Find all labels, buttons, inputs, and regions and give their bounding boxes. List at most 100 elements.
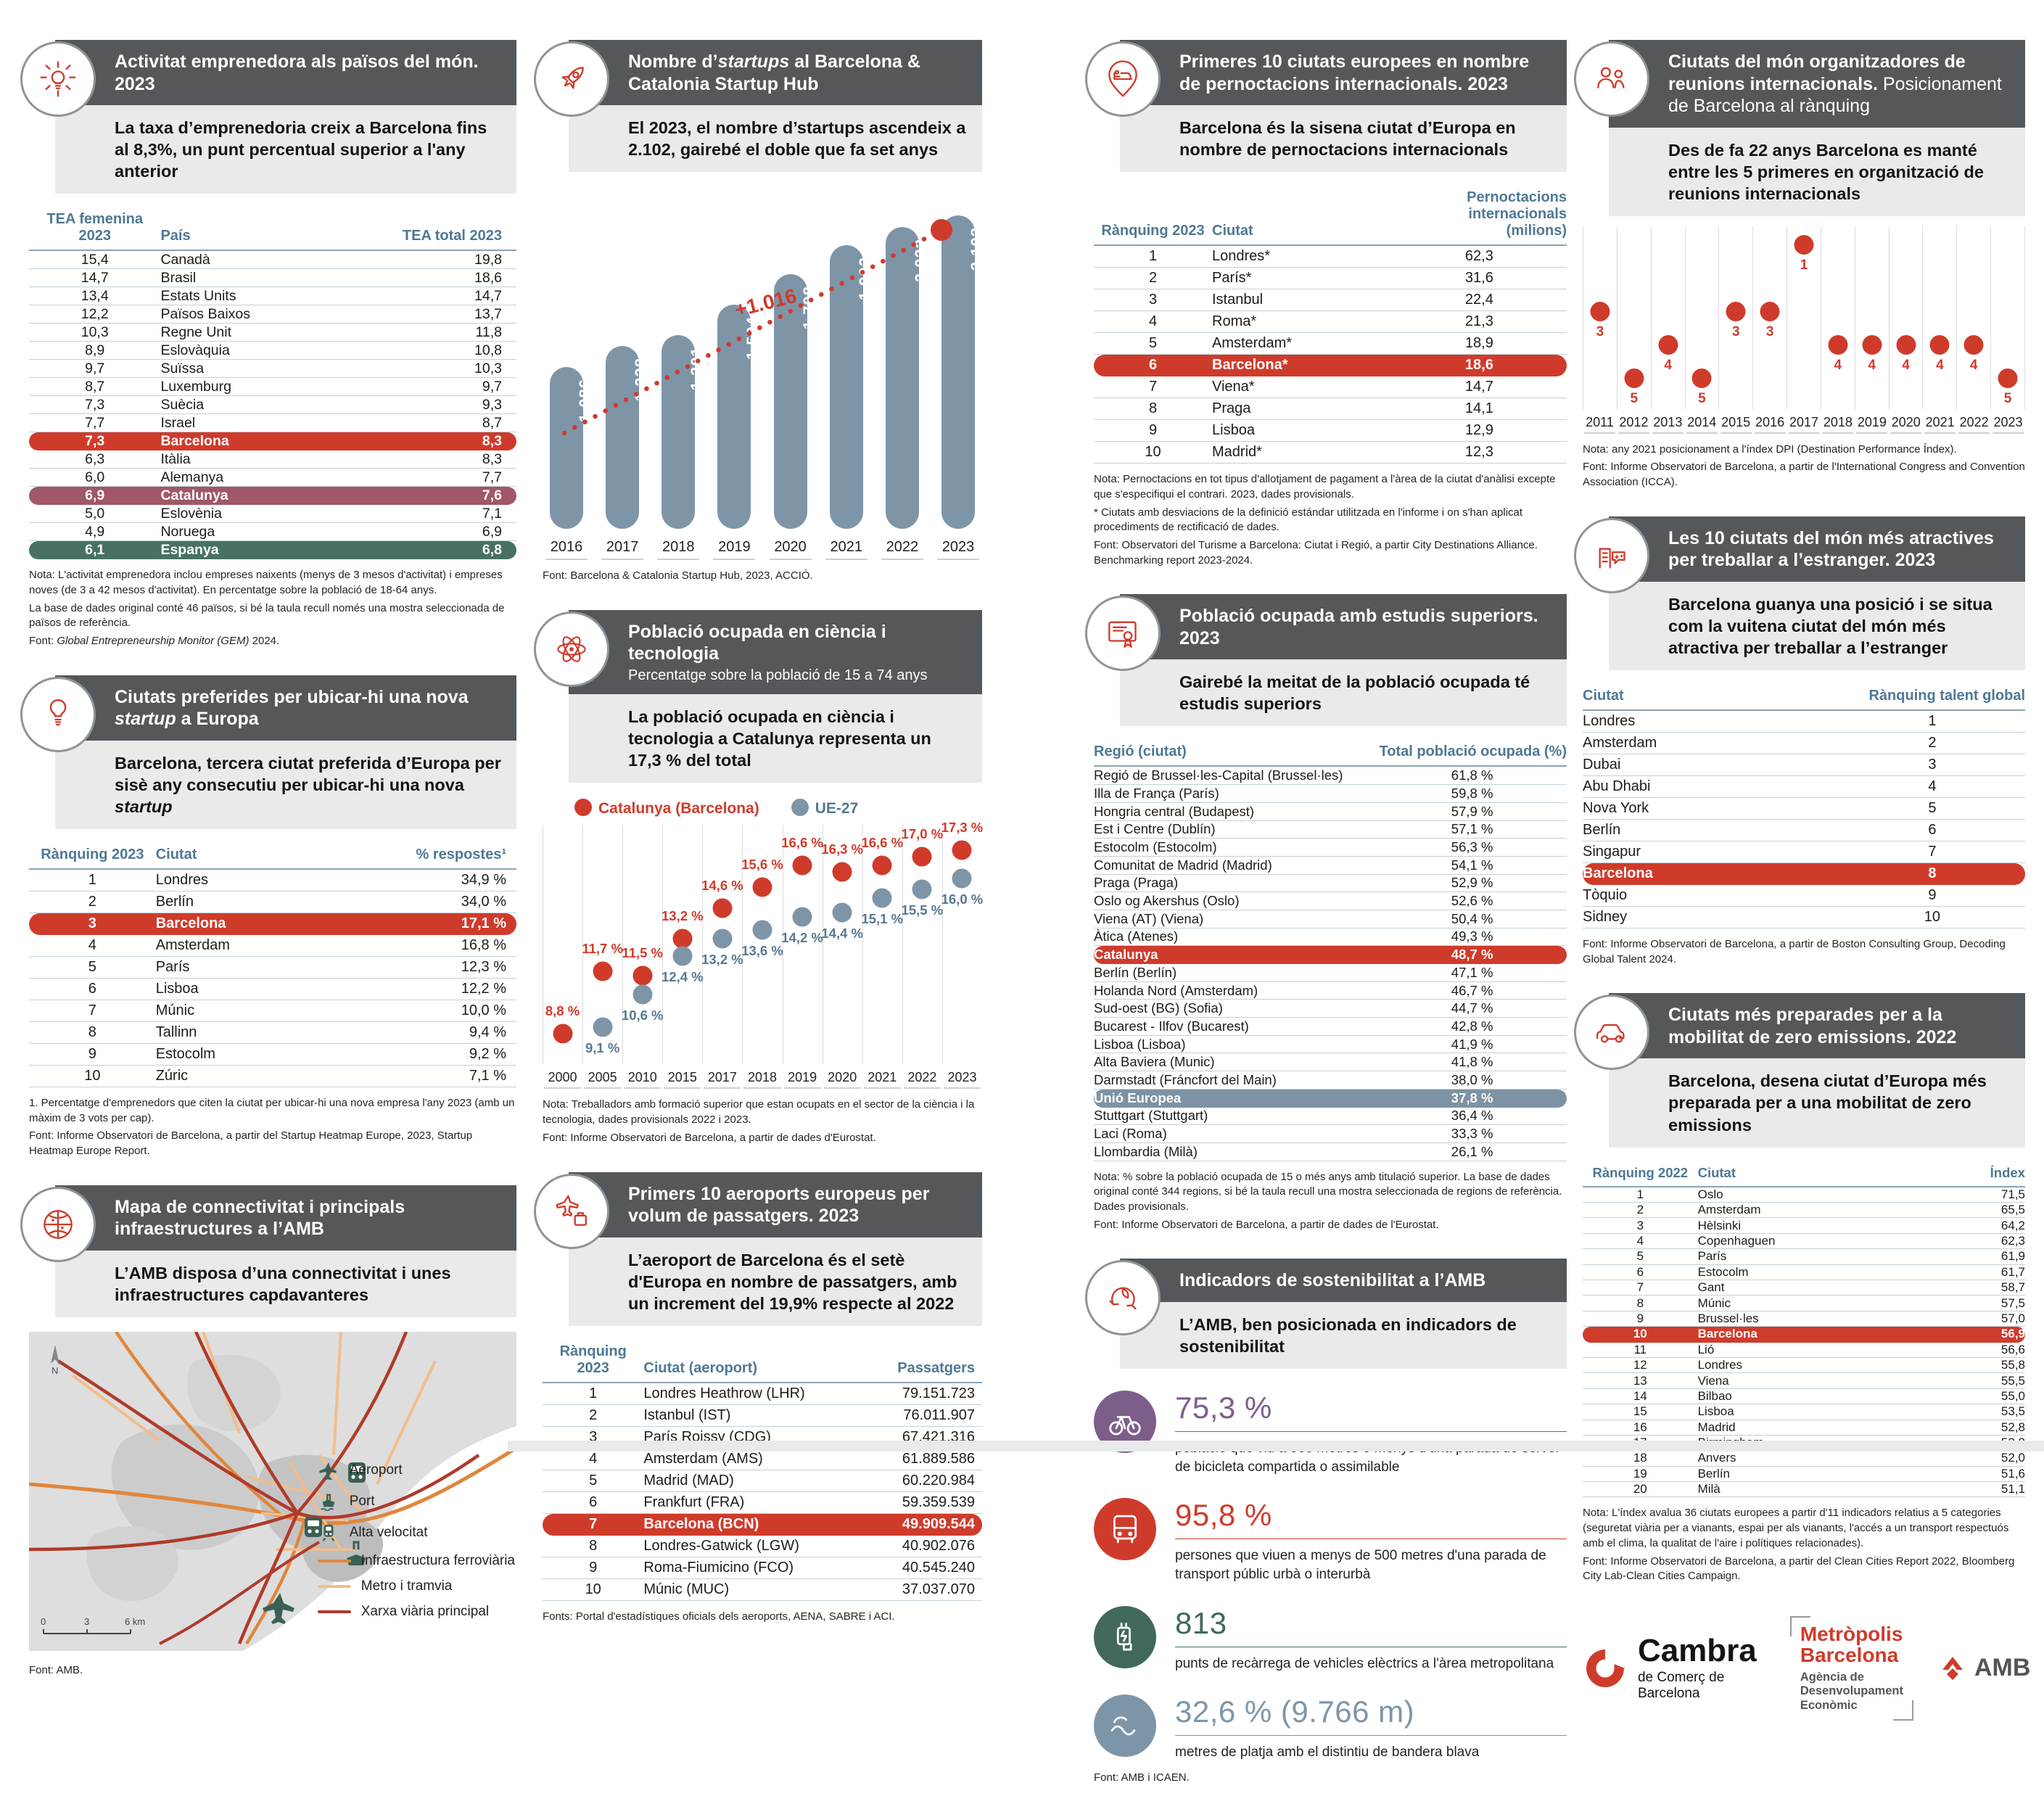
source-note: Font: Global Entrepreneurship Monitor (G… — [29, 634, 280, 647]
table-cell: 55,0 — [2000, 1388, 2025, 1403]
table-cell: Berlín — [1697, 1466, 1731, 1481]
table-row: Catalunya 48,7 % — [1094, 946, 1567, 964]
table-row: 9 Roma-Fiumicino (FCO) 40.545.240 — [543, 1557, 982, 1579]
panel-reunions: Ciutats del món organitzadores de reunio… — [1574, 40, 2025, 490]
x-tick-label: 2016 — [1754, 415, 1786, 434]
table-cell: Viena* — [1212, 379, 1255, 395]
table-row: 4 Copenhaguen 62,3 — [1583, 1234, 2025, 1250]
table-cell: Alta Baviera (Munic) — [1094, 1054, 1215, 1070]
table-cell: 11,8 — [475, 324, 502, 340]
table-cell: 16,8 % — [461, 936, 506, 953]
table-row: 2 Berlín 34,0 % — [29, 891, 516, 913]
table-cell: 9,4 % — [469, 1024, 506, 1040]
table-cell: Brasil — [160, 269, 197, 286]
data-point-label: 5 — [2003, 390, 2012, 406]
grid-column — [742, 825, 782, 1065]
table-cell: Viena (AT) (Viena) — [1094, 910, 1204, 926]
table-row: 13 Viena 55,5 — [1583, 1373, 2025, 1389]
catalunya-data-point — [632, 965, 653, 986]
indicator-description: metres de platja amb el distintiu de ban… — [1175, 1745, 1480, 1760]
grid-column — [862, 825, 902, 1065]
x-tick-label: 2000 — [544, 1070, 582, 1090]
bed-pin-icon — [1085, 41, 1161, 117]
table-cell: 12,3 % — [461, 958, 506, 975]
table-row: 2 París* 31,6 — [1094, 268, 1567, 290]
table-cell: 2 — [1636, 1203, 1644, 1217]
panel-startups: Nombre d’startups al Barcelona & Catalon… — [534, 40, 986, 584]
grid-column: 4 — [1888, 226, 1923, 409]
table-row: 9 Lisboa 12,9 — [1094, 420, 1567, 442]
panel-subtitle: L’AMB, ben posicionada en indicadors de … — [1120, 1301, 1567, 1369]
panel-subtitle: Des de fa 22 anys Barcelona es manté ent… — [1609, 127, 2025, 216]
table-row: 13,4 Estats Units 14,7 — [29, 287, 516, 306]
panel-sostenibilitat: Indicadors de sostenibilitat a l’AMB L’A… — [1085, 1259, 1567, 1785]
panel-aeroports: Primers 10 aeroports europeus per volum … — [534, 1171, 982, 1625]
table-row: Lisboa (Lisboa) 41,9 % — [1094, 1036, 1567, 1054]
table-cell: Londres-Gatwick (LGW) — [643, 1537, 799, 1554]
x-tick-label: 2020 — [769, 539, 812, 561]
table-cell: París — [155, 958, 190, 975]
science-scatter-chart: 8,8 % 11,7 % 11,5 % 13,2 % 14,6 % 15,6 % 16,6 … — [543, 820, 983, 1065]
x-tick-label: 2012 — [1618, 415, 1649, 434]
grid-column: 4 — [1922, 226, 1956, 409]
column-header: Regió (ciutat) — [1094, 744, 1187, 760]
bar: 1.301 — [662, 335, 706, 530]
bar-cell: 2.102 — [937, 215, 986, 530]
table-row: 10 Madrid* 12,3 — [1094, 442, 1567, 464]
grid-column — [662, 825, 702, 1065]
indicator-description: persones que viuen a menys de 500 metres… — [1175, 1548, 1546, 1582]
note: 1. Percentatge d'emprenedors que citen l… — [29, 1096, 515, 1124]
data-point — [1963, 334, 1984, 355]
data-point-label: 4 — [1834, 357, 1842, 373]
table-cell: Madrid — [1697, 1420, 1736, 1434]
table-cell: 8,7 — [85, 378, 105, 395]
table-cell: 76.011.907 — [903, 1407, 975, 1423]
table-cell: 44,7 % — [1451, 1000, 1493, 1016]
table-cell: Londres* — [1212, 248, 1271, 265]
table-cell: 61,9 — [2000, 1249, 2025, 1264]
x-tick-label: 2014 — [1686, 415, 1718, 434]
x-tick-label: 2021 — [825, 539, 868, 561]
panel-header: Ciutats més preparades per a la mobilita… — [1574, 993, 2025, 1148]
table-cell: Eslovènia — [160, 505, 222, 522]
table-cell: Múnic (MUC) — [643, 1581, 730, 1597]
table-cell: 40.902.076 — [902, 1537, 975, 1554]
data-point-label: 16,3 % — [821, 841, 863, 857]
legend-dot-red — [574, 799, 592, 817]
table-cell: Est i Centre (Dublín) — [1094, 821, 1216, 837]
table-cell: 18 — [1633, 1451, 1647, 1465]
table-cell: Canadà — [160, 251, 210, 268]
x-tick-label: 2023 — [943, 1070, 981, 1090]
port-icon — [318, 1491, 339, 1512]
table-cell: 54,1 % — [1451, 857, 1493, 873]
x-tick-label: 2019 — [783, 1070, 821, 1090]
grid-column: 5 — [1684, 226, 1719, 409]
table-cell: 42,8 % — [1451, 1018, 1493, 1034]
table-cell: 9 — [589, 1559, 598, 1576]
grid-column: 5 — [1990, 226, 2025, 409]
indicator-value: 75,3 % — [1175, 1390, 1272, 1425]
table-row: Nova York 5 — [1583, 798, 2025, 820]
indicator-body: 32,6 % (9.766 m) metres de platja amb el … — [1175, 1694, 1567, 1762]
data-point-label: 3 — [1765, 324, 1774, 339]
table-row: 4,9 Noruega 6,9 — [29, 523, 516, 542]
sustainability-indicator: 95,8 % persones que viuen a menys de 500 … — [1094, 1498, 1567, 1584]
table-row: Àtica (Atenes) 49,3 % — [1094, 928, 1567, 947]
bar-cell: 1.228 — [601, 346, 650, 530]
startups-bar-chart: +1.016 1.086 1.228 1.301 1.504 1.708 1.902 2.0… — [543, 201, 986, 530]
x-tick-label: 2022 — [881, 539, 923, 561]
table-row: Illa de França (París) 59,8 % — [1094, 785, 1567, 803]
table-cell: 9 — [88, 1045, 96, 1062]
table-cell: 7,3 — [85, 396, 105, 413]
table-cell: Istanbul (IST) — [643, 1407, 731, 1423]
bar-value-label: 2.022 — [911, 239, 930, 283]
x-tick-label: 2022 — [903, 1070, 941, 1090]
table-cell: 2 — [1928, 735, 1937, 751]
indicator-description: punts de recàrrega de vehicles elèctrics… — [1175, 1655, 1554, 1671]
panel-subtitle: Gairebé la meitat de la població ocupada… — [1120, 659, 1567, 727]
data-point-label: 3 — [1596, 324, 1604, 339]
table-cell: 10 — [585, 1581, 601, 1597]
table-cell: 4,9 — [85, 523, 105, 540]
table-cell: 2 — [1148, 270, 1158, 287]
data-point — [1998, 368, 2018, 388]
